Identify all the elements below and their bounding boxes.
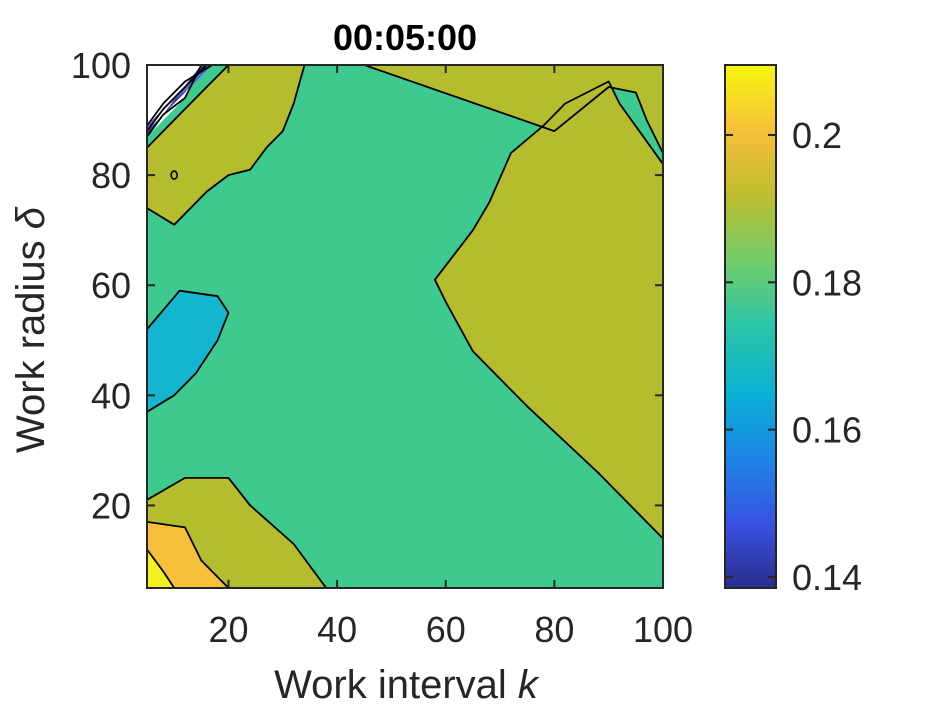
x-tick-label-80: 80 [534,609,574,650]
y-tick-label-20: 20 [91,485,131,526]
chart-title: 00:05:00 [333,17,477,58]
x-tick-label-20: 20 [208,609,248,650]
contour-small-loop [170,170,178,180]
contour-line-2 [147,65,230,149]
plot-frame [146,64,664,589]
y-axis-label-var: δ [9,206,53,229]
contour-line-8 [147,548,175,588]
contour-line-7 [147,521,230,588]
contour-region-right-wedge [434,81,663,539]
contour-line-5 [147,476,327,588]
contour-line-1 [147,65,306,226]
contour-line-10 [147,65,208,132]
y-tick-label-100: 100 [71,45,131,86]
y-axis-label: Work radius δ [9,206,53,453]
contour-line-11 [147,65,213,127]
colorbar-tick-label-0: 0.14 [792,557,862,598]
colorbar-tick-label-2: 0.18 [792,262,862,303]
colorbar-ticks: 0.14 0.16 0.18 0.2 [725,115,862,598]
contour-fill-layer [147,65,663,588]
x-axis-label: Work interval k [274,663,540,707]
contour-line-layer [147,65,663,588]
contour-region-top-corner [364,65,663,154]
y-axis-label-text: Work radius [9,240,53,453]
y-axis: 20 40 60 80 100 [71,45,663,526]
contour-region-upper-left [147,65,305,225]
contour-region-blue-pocket [147,290,229,412]
colorbar-frame [724,64,777,589]
contour-line-9 [147,65,203,138]
y-tick-label-60: 60 [91,265,131,306]
colorbar [725,65,776,588]
contour-region-blue-band [147,65,213,132]
x-axis: 20 40 60 80 100 [208,65,693,650]
x-axis-label-text: Work interval [274,663,507,707]
x-axis-label-var: k [518,663,540,707]
contour-line-3 [364,65,663,154]
contour-line-6 [147,289,230,413]
x-tick-label-60: 60 [426,609,466,650]
colorbar-tick-label-1: 0.16 [792,410,862,451]
colorbar-tick-label-3: 0.2 [792,115,842,156]
x-tick-label-40: 40 [317,609,357,650]
x-tick-label-100: 100 [633,609,693,650]
y-tick-label-40: 40 [91,375,131,416]
contour-line-4 [433,80,663,540]
y-tick-label-80: 80 [91,155,131,196]
contour-region-orange-corner [147,521,229,588]
